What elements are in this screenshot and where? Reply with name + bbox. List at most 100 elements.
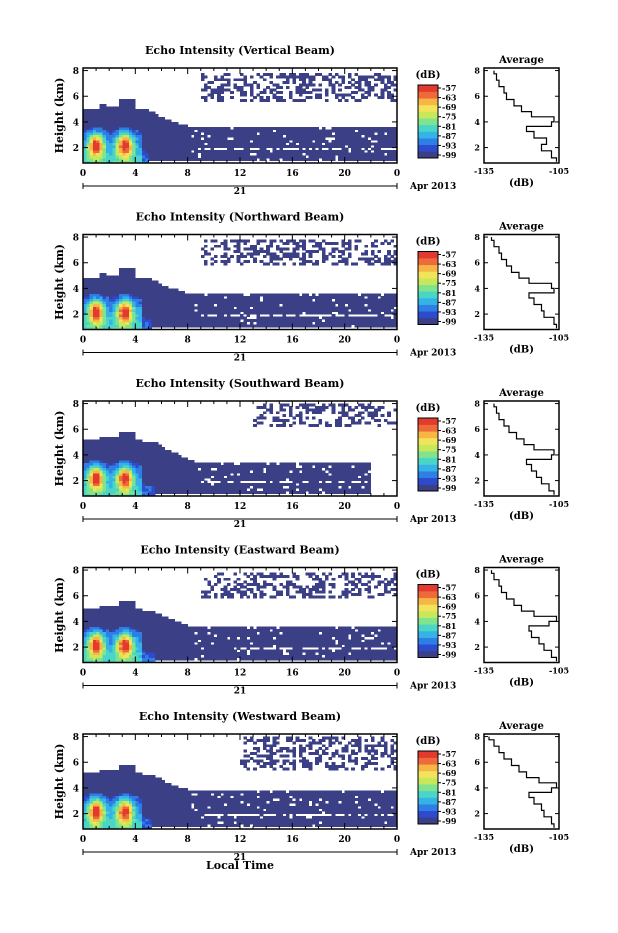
heatmap-cell	[135, 468, 139, 471]
heatmap-cell	[171, 291, 175, 294]
heatmap-cell	[90, 450, 94, 453]
heatmap-cell	[171, 478, 175, 481]
heatmap-cell	[368, 463, 372, 466]
heatmap-cell	[354, 263, 358, 266]
heatmap-cell	[256, 319, 260, 322]
heatmap-cell	[109, 299, 113, 302]
heatmap-cell	[152, 135, 156, 138]
heatmap-cell	[152, 314, 156, 317]
heatmap-cell	[99, 119, 103, 122]
heatmap-cell	[289, 465, 293, 468]
heatmap-cell	[132, 112, 136, 115]
heatmap-cell	[260, 158, 264, 161]
heatmap-cell	[103, 137, 107, 140]
heatmap-cell	[214, 240, 218, 243]
heatmap-cell	[129, 432, 133, 435]
heatmap-cell	[155, 475, 159, 478]
heatmap-cell	[384, 83, 388, 86]
heatmap-cell	[175, 324, 179, 327]
heatmap-cell	[283, 473, 287, 476]
heatmap-cell	[361, 294, 365, 297]
heatmap-cell	[106, 109, 110, 112]
heatmap-cell	[279, 299, 283, 302]
heatmap-cell	[129, 158, 133, 161]
heatmap-cell	[162, 158, 166, 161]
heatmap-cell	[368, 130, 372, 133]
heatmap-cell	[217, 478, 221, 481]
heatmap-cell	[126, 127, 130, 130]
heatmap-cell	[286, 240, 290, 243]
heatmap-cell	[99, 483, 103, 486]
heatmap-cell	[368, 478, 372, 481]
heatmap-cell	[197, 475, 201, 478]
heatmap-cell	[256, 94, 260, 97]
heatmap-cell	[109, 281, 113, 284]
heatmap-cell	[217, 89, 221, 92]
heatmap-cell	[109, 312, 113, 315]
heatmap-cell	[122, 309, 126, 312]
heatmap-cell	[269, 242, 273, 245]
heatmap-cell	[289, 306, 293, 309]
heatmap-cell	[106, 127, 110, 130]
heatmap-cell	[188, 127, 192, 130]
heatmap-cell	[283, 312, 287, 315]
heatmap-cell	[109, 491, 113, 494]
heatmap-cell	[93, 301, 97, 304]
heatmap-cell	[351, 83, 355, 86]
heatmap-cell	[191, 324, 195, 327]
heatmap-cell	[296, 132, 300, 135]
heatmap-cell	[103, 481, 107, 484]
heatmap-cell	[390, 137, 394, 140]
heatmap-cell	[335, 263, 339, 266]
heatmap-cell	[145, 463, 149, 466]
heatmap-cell	[276, 86, 280, 89]
heatmap-cell	[260, 317, 264, 320]
heatmap-cell	[289, 299, 293, 302]
heatmap-cell	[240, 158, 244, 161]
heatmap-cell	[345, 483, 349, 486]
heatmap-cell	[220, 483, 224, 486]
heatmap-cell	[181, 478, 185, 481]
heatmap-cell	[103, 130, 107, 133]
heatmap-cell	[155, 445, 159, 448]
heatmap-cell	[142, 301, 146, 304]
heatmap-cell	[322, 252, 326, 255]
heatmap-cell	[165, 130, 169, 133]
heatmap-cell	[171, 294, 175, 297]
heatmap-cell	[135, 324, 139, 327]
heatmap-cell	[309, 404, 313, 407]
heatmap-cell	[387, 312, 391, 315]
heatmap-cell	[96, 140, 100, 143]
heatmap-cell	[286, 319, 290, 322]
heatmap-cell	[227, 463, 231, 466]
heatmap-cell	[148, 158, 152, 161]
heatmap-cell	[194, 470, 198, 473]
heatmap-cell	[322, 127, 326, 130]
heatmap-cell	[158, 309, 162, 312]
heatmap-cell	[361, 491, 365, 494]
heatmap-cell	[351, 475, 355, 478]
heatmap-cell	[158, 317, 162, 320]
heatmap-cell	[99, 481, 103, 484]
heatmap-cell	[109, 319, 113, 322]
heatmap-cell	[237, 296, 241, 299]
heatmap-cell	[361, 76, 365, 79]
heatmap-cell	[358, 153, 362, 156]
heatmap-cell	[283, 155, 287, 158]
heatmap-cell	[233, 150, 237, 153]
heatmap-cell	[126, 442, 130, 445]
heatmap-cell	[299, 324, 303, 327]
heatmap-cell	[358, 411, 362, 414]
heatmap-cell	[384, 76, 388, 79]
heatmap-cell	[312, 148, 316, 151]
heatmap-cell	[116, 468, 120, 471]
heatmap-cell	[250, 475, 254, 478]
heatmap-cell	[390, 322, 394, 325]
heatmap-cell	[305, 142, 309, 145]
heatmap-cell	[103, 122, 107, 125]
heatmap-cell	[273, 96, 277, 99]
heatmap-cell	[302, 150, 306, 153]
heatmap-cell	[175, 301, 179, 304]
heatmap-cell	[390, 150, 394, 153]
heatmap-cell	[292, 247, 296, 250]
